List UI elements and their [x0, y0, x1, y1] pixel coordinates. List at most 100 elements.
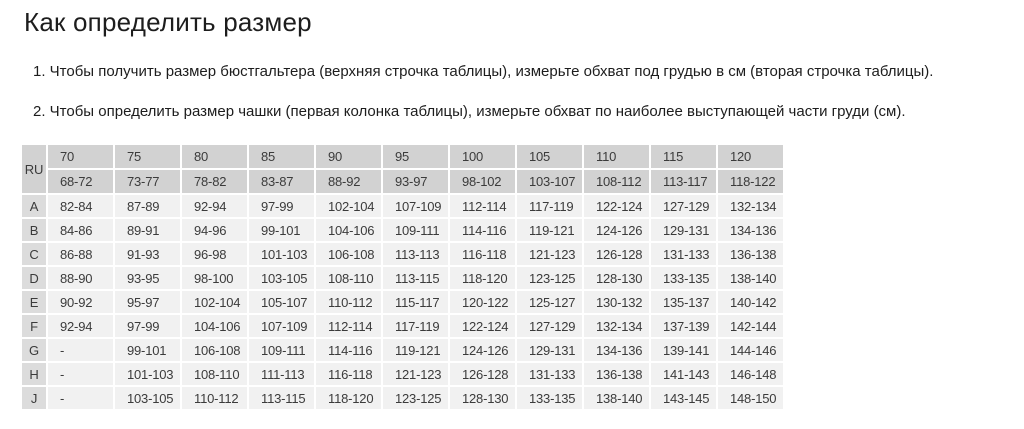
- size-range-cell: 128-130: [450, 387, 515, 409]
- underbust-range-cell: 108-112: [584, 170, 649, 193]
- underbust-range-cell: 83-87: [249, 170, 314, 193]
- size-range-cell: 126-128: [450, 363, 515, 385]
- cup-row-G: G -99-101 106-108 109-111 114-116 119-121 124-…: [22, 339, 783, 361]
- size-range-cell: 131-133: [517, 363, 582, 385]
- size-range-cell: 138-140: [584, 387, 649, 409]
- size-range-cell: 104-106: [182, 315, 247, 337]
- size-range-cell: 104-106: [316, 219, 381, 241]
- size-range-cell: 118-120: [450, 267, 515, 289]
- size-range-cell: 116-118: [316, 363, 381, 385]
- band-size-row: RU 70 75 80 85 90 95 100 105 110 115 120: [22, 145, 783, 193]
- size-range-cell: 121-123: [383, 363, 448, 385]
- size-range-cell: 103-105: [249, 267, 314, 289]
- size-range-cell: 136-138: [718, 243, 783, 265]
- size-range-cell: 129-131: [517, 339, 582, 361]
- underbust-range-cell: 68-72: [48, 170, 113, 193]
- underbust-range-cell: 103-107: [517, 170, 582, 193]
- size-range-cell: -: [48, 387, 113, 409]
- band-size-header: 105: [517, 145, 582, 168]
- size-range-cell: 99-101: [249, 219, 314, 241]
- size-range-cell: 92-94: [182, 195, 247, 217]
- size-range-cell: 133-135: [517, 387, 582, 409]
- size-range-cell: -: [48, 339, 113, 361]
- size-range-cell: 89-91: [115, 219, 180, 241]
- cup-row-C: C 86-88 91-93 96-98 101-103 106-108 113-113 116…: [22, 243, 783, 265]
- size-range-cell: 117-119: [517, 195, 582, 217]
- size-range-cell: 82-84: [48, 195, 113, 217]
- cup-label-cell: H: [22, 363, 46, 385]
- size-range-cell: 106-108: [182, 339, 247, 361]
- size-range-cell: 88-90: [48, 267, 113, 289]
- size-range-cell: 93-95: [115, 267, 180, 289]
- size-range-cell: 112-114: [450, 195, 515, 217]
- band-size-header: 95: [383, 145, 448, 168]
- underbust-range-cell: 98-102: [450, 170, 515, 193]
- size-range-cell: 105-107: [249, 291, 314, 313]
- cup-row-B: B 84-86 89-91 94-96 99-101 104-106 109-111 114-…: [22, 219, 783, 241]
- size-range-cell: -: [48, 363, 113, 385]
- band-size-header: 85: [249, 145, 314, 168]
- size-range-cell: 140-142: [718, 291, 783, 313]
- size-range-cell: 143-145: [651, 387, 716, 409]
- size-range-cell: 110-112: [182, 387, 247, 409]
- size-range-cell: 129-131: [651, 219, 716, 241]
- size-range-cell: 123-125: [517, 267, 582, 289]
- size-range-cell: 138-140: [718, 267, 783, 289]
- size-range-cell: 111-113: [249, 363, 314, 385]
- size-range-cell: 124-126: [450, 339, 515, 361]
- size-range-cell: 134-136: [718, 219, 783, 241]
- cup-row-A: A 82-84 87-89 92-94 97-99 102-104 107-109 112-1…: [22, 195, 783, 217]
- cup-row-E: E 90-92 95-97 102-104 105-107 110-112 115-117 1…: [22, 291, 783, 313]
- band-size-header: 100: [450, 145, 515, 168]
- size-range-cell: 130-132: [584, 291, 649, 313]
- size-range-cell: 106-108: [316, 243, 381, 265]
- size-range-cell: 113-115: [383, 267, 448, 289]
- size-range-cell: 112-114: [316, 315, 381, 337]
- band-size-header: 70: [48, 145, 113, 168]
- band-size-header: 120: [718, 145, 783, 168]
- size-range-cell: 91-93: [115, 243, 180, 265]
- size-range-cell: 103-105: [115, 387, 180, 409]
- size-range-cell: 118-120: [316, 387, 381, 409]
- underbust-range-cell: 78-82: [182, 170, 247, 193]
- size-range-cell: 110-112: [316, 291, 381, 313]
- size-range-cell: 137-139: [651, 315, 716, 337]
- size-range-cell: 101-103: [115, 363, 180, 385]
- size-range-cell: 148-150: [718, 387, 783, 409]
- size-range-cell: 128-130: [584, 267, 649, 289]
- cup-row-D: D 88-90 93-95 98-100 103-105 108-110 113-115 11…: [22, 267, 783, 289]
- size-range-cell: 121-123: [517, 243, 582, 265]
- cup-row-J: J -103-105 110-112 113-115 118-120 123-125 128…: [22, 387, 783, 409]
- band-size-header: 115: [651, 145, 716, 168]
- size-range-cell: 102-104: [182, 291, 247, 313]
- cup-label-cell: F: [22, 315, 46, 337]
- size-range-cell: 116-118: [450, 243, 515, 265]
- cup-label-cell: G: [22, 339, 46, 361]
- size-range-cell: 115-117: [383, 291, 448, 313]
- cup-label-cell: C: [22, 243, 46, 265]
- size-range-cell: 141-143: [651, 363, 716, 385]
- instruction-item-2: 2. Чтобы определить размер чашки (первая…: [33, 103, 906, 120]
- size-range-cell: 133-135: [651, 267, 716, 289]
- size-table: RU 70 75 80 85 90 95 100 105 110 115 120 68-72 73-77 7…: [20, 143, 785, 411]
- size-range-cell: 146-148: [718, 363, 783, 385]
- size-range-cell: 117-119: [383, 315, 448, 337]
- size-range-cell: 125-127: [517, 291, 582, 313]
- cup-label-cell: D: [22, 267, 46, 289]
- size-range-cell: 135-137: [651, 291, 716, 313]
- band-size-header: 90: [316, 145, 381, 168]
- size-range-cell: 119-121: [383, 339, 448, 361]
- size-range-cell: 102-104: [316, 195, 381, 217]
- cup-label-cell: E: [22, 291, 46, 313]
- size-range-cell: 120-122: [450, 291, 515, 313]
- ru-corner-label: RU: [22, 145, 46, 193]
- size-range-cell: 92-94: [48, 315, 113, 337]
- size-range-cell: 142-144: [718, 315, 783, 337]
- size-range-cell: 114-116: [316, 339, 381, 361]
- size-range-cell: 87-89: [115, 195, 180, 217]
- band-size-header: 75: [115, 145, 180, 168]
- size-range-cell: 124-126: [584, 219, 649, 241]
- instruction-item-1: 1. Чтобы получить размер бюстгальтера (в…: [33, 63, 934, 80]
- band-size-header: 80: [182, 145, 247, 168]
- size-range-cell: 107-109: [383, 195, 448, 217]
